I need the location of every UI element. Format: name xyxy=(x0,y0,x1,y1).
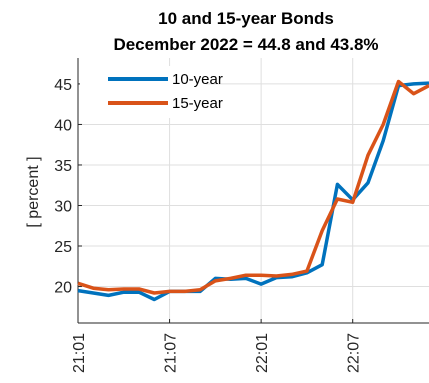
legend-label-10-year: 10-year xyxy=(172,71,223,88)
y-tick-label: 30 xyxy=(54,198,72,215)
x-tick-label: 22:01 xyxy=(254,333,271,373)
y-tick-label: 20 xyxy=(54,280,72,297)
y-tick-label: 35 xyxy=(54,158,72,175)
series-lines xyxy=(77,79,429,302)
x-tick-label: 21:01 xyxy=(71,333,88,373)
chart-title: 10 and 15-year Bonds xyxy=(158,9,334,28)
y-tick-label: 25 xyxy=(54,239,72,256)
x-tick-label: 22:07 xyxy=(346,333,363,373)
x-tick-labels: 21:01 21:07 22:01 22:07 xyxy=(71,333,363,373)
legend: 10-year 15-year xyxy=(80,66,223,118)
y-tick-label: 40 xyxy=(54,117,72,134)
legend-box xyxy=(80,66,206,118)
series-line-15-year xyxy=(77,79,429,295)
series-line-10-year xyxy=(77,81,429,302)
axes xyxy=(77,58,429,324)
legend-label-15-year: 15-year xyxy=(172,95,223,112)
y-axis-label: [ percent ] xyxy=(25,156,42,227)
x-tick-label: 21:07 xyxy=(163,333,180,373)
y-tick-label: 45 xyxy=(54,77,72,94)
y-tick-labels: 20 25 30 35 40 45 xyxy=(54,77,72,297)
chart-subtitle: December 2022 = 44.8 and 43.8% xyxy=(113,35,378,54)
